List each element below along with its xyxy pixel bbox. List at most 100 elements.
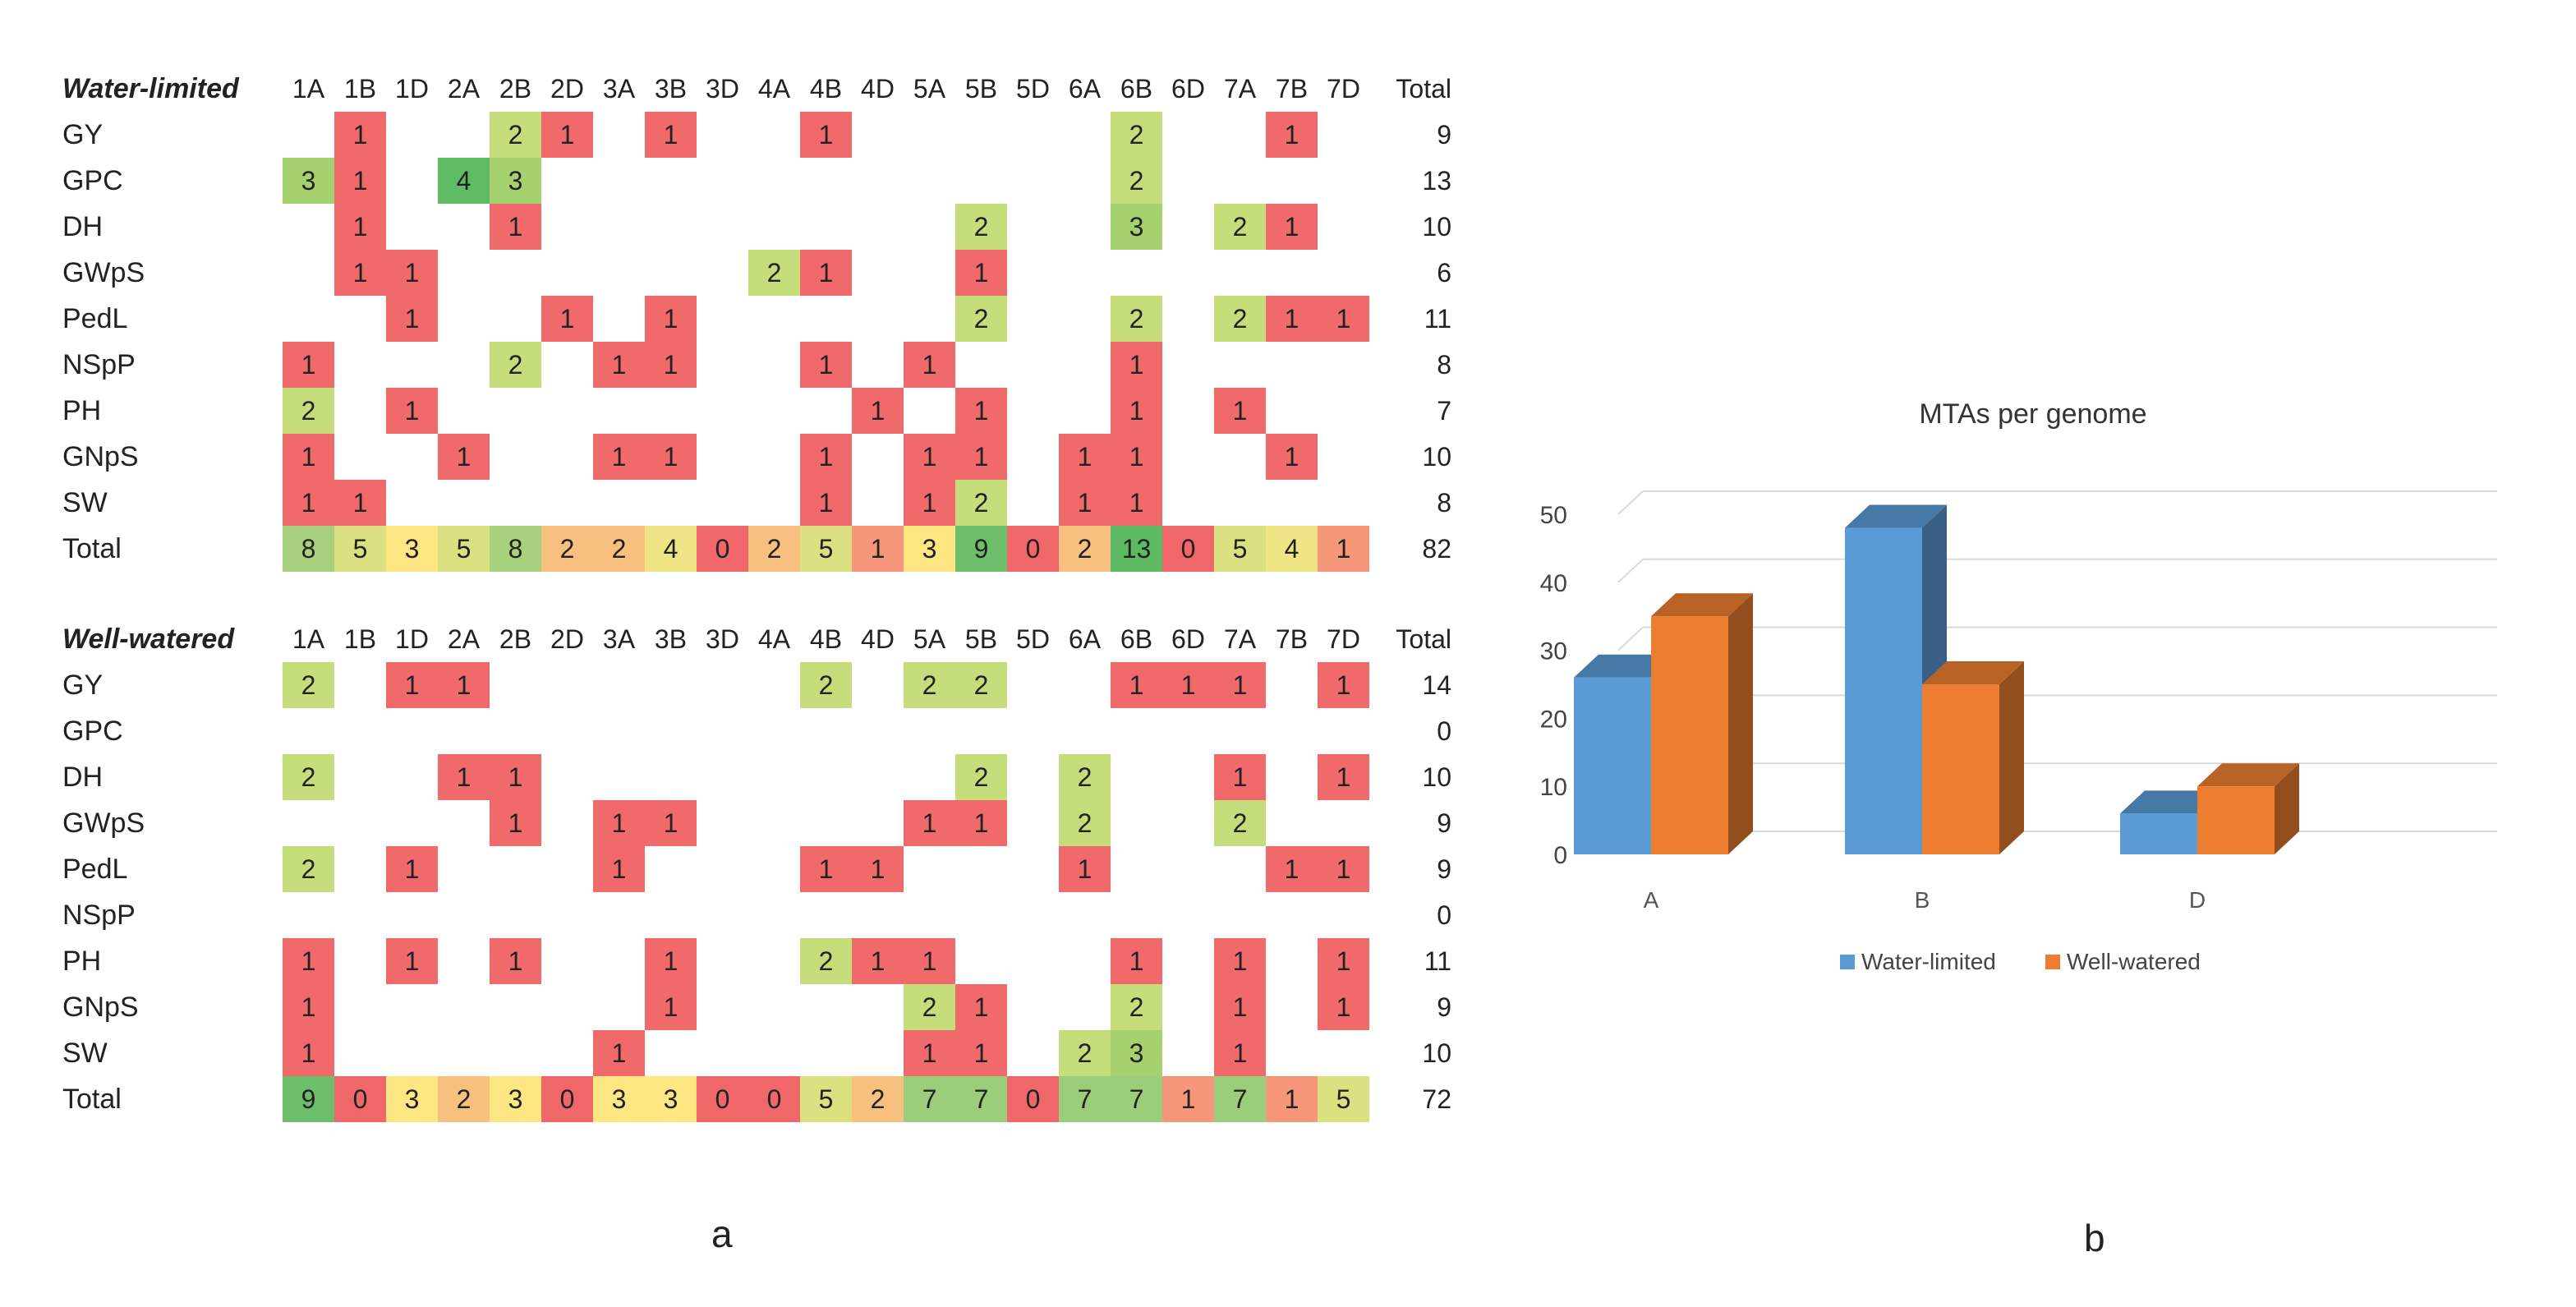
heatmap-cell [593,984,645,1030]
heatmap-cell [283,296,334,342]
total-cell: 0 [748,1076,800,1122]
heatmap-cell [955,158,1007,204]
heatmap-cell [1266,480,1318,526]
heatmap-cell [1007,892,1059,938]
heatmap-cell [1162,158,1214,204]
heatmap-cell: 2 [283,662,334,708]
row-total: 8 [1437,488,1451,518]
heatmap-cell [748,708,800,754]
heatmap-row: GNpS 1 1 1 1 1 1 1 1 1 1 10 [62,434,1451,480]
heatmap-cell [1007,158,1059,204]
heatmap-cell: 1 [800,480,852,526]
heatmap-totals-row: Total 8 5 3 5 8 2 2 4 0 2 5 1 3 9 0 2 13 0 5 4 1 82 [62,526,1451,572]
heatmap-cell [386,984,438,1030]
gridline-depth [1617,559,1644,583]
heatmap-cell [490,250,541,296]
heatmap-cell: 1 [334,250,386,296]
total-cell: 3 [386,1076,438,1122]
bar-front [1651,616,1728,854]
heatmap-cell [955,708,1007,754]
bar-top [1574,654,1676,678]
heatmap-cell [697,434,748,480]
heatmap-cell [1162,388,1214,434]
column-header: 7D [1327,74,1360,104]
heatmap-cell: 1 [1059,480,1111,526]
heatmap-cell [386,754,438,800]
total-cell: 7 [904,1076,955,1122]
heatmap-cell: 2 [955,296,1007,342]
heatmap-cell [1059,984,1111,1030]
heatmap-cell: 1 [593,342,645,388]
heatmap-cell: 2 [1214,296,1266,342]
total-cell: 8 [283,526,334,572]
heatmap-cell [541,892,593,938]
heatmap-cell: 1 [283,342,334,388]
bar-top [2197,763,2299,787]
row-total: 9 [1437,854,1451,884]
heatmap-cell [697,846,748,892]
grand-total: 72 [1422,1084,1451,1114]
heatmap-cell [541,342,593,388]
heatmap-cell: 1 [386,662,438,708]
column-header: 6A [1068,74,1102,104]
heatmap-cell [1318,708,1369,754]
heatmap-cell [1162,296,1214,342]
total-cell: 5 [800,1076,852,1122]
heatmap-cell [904,296,955,342]
gridline-depth [1617,626,1644,651]
column-header: 3B [654,74,688,104]
row-label: GNpS [62,992,139,1023]
bar-top [2120,790,2222,814]
heatmap-cell: 2 [1111,112,1162,158]
total-cell: 0 [1007,1076,1059,1122]
heatmap-cell [1007,1030,1059,1076]
heatmap-cell [541,708,593,754]
heatmap-cell [748,754,800,800]
total-cell: 9 [283,1076,334,1122]
heatmap-cell [1059,892,1111,938]
heatmap-cell [1266,754,1318,800]
heatmap-cell [904,708,955,754]
heatmap-cell [1111,754,1162,800]
heatmap-cell [748,296,800,342]
heatmap-cell [1266,938,1318,984]
heatmap-cell [852,480,904,526]
heatmap-cell [955,846,1007,892]
heatmap-cell [697,800,748,846]
heatmap-cell [852,204,904,250]
heatmap-cell [1007,204,1059,250]
total-cell: 7 [1059,1076,1111,1122]
heatmap-cell [748,892,800,938]
y-tick-label: 20 [1540,706,1567,733]
heatmap-cell [800,1030,852,1076]
heatmap-cell [955,112,1007,158]
heatmap-row: SW 1 1 1 1 2 1 1 8 [62,480,1451,526]
heatmap-cell: 1 [438,434,490,480]
row-label: GY [62,670,104,701]
heatmap-cell: 2 [283,388,334,434]
heatmap-cell: 1 [645,112,697,158]
heatmap-cell [1162,708,1214,754]
heatmap-cell [800,204,852,250]
heatmap-cell [334,892,386,938]
heatmap-cell [1007,754,1059,800]
total-cell: 7 [955,1076,1007,1122]
heatmap-cell [438,846,490,892]
heatmap-cell [593,250,645,296]
heatmap-cell [748,342,800,388]
heatmap-cell: 1 [334,480,386,526]
heatmap-cell [490,296,541,342]
total-cell: 0 [541,1076,593,1122]
heatmap-cell [955,892,1007,938]
heatmap-cell [697,250,748,296]
heatmap-cell [1059,112,1111,158]
heatmap-cell [334,938,386,984]
column-header: 5B [964,624,998,654]
bar-top [1845,504,1947,528]
heatmap-row: GY 2 1 1 2 2 2 1 1 1 1 14 [62,662,1451,708]
y-tick-label: 10 [1540,774,1567,801]
heatmap-cell: 2 [955,204,1007,250]
heatmap-cell [748,846,800,892]
heatmap-cell [1266,388,1318,434]
heatmap-cell [800,708,852,754]
